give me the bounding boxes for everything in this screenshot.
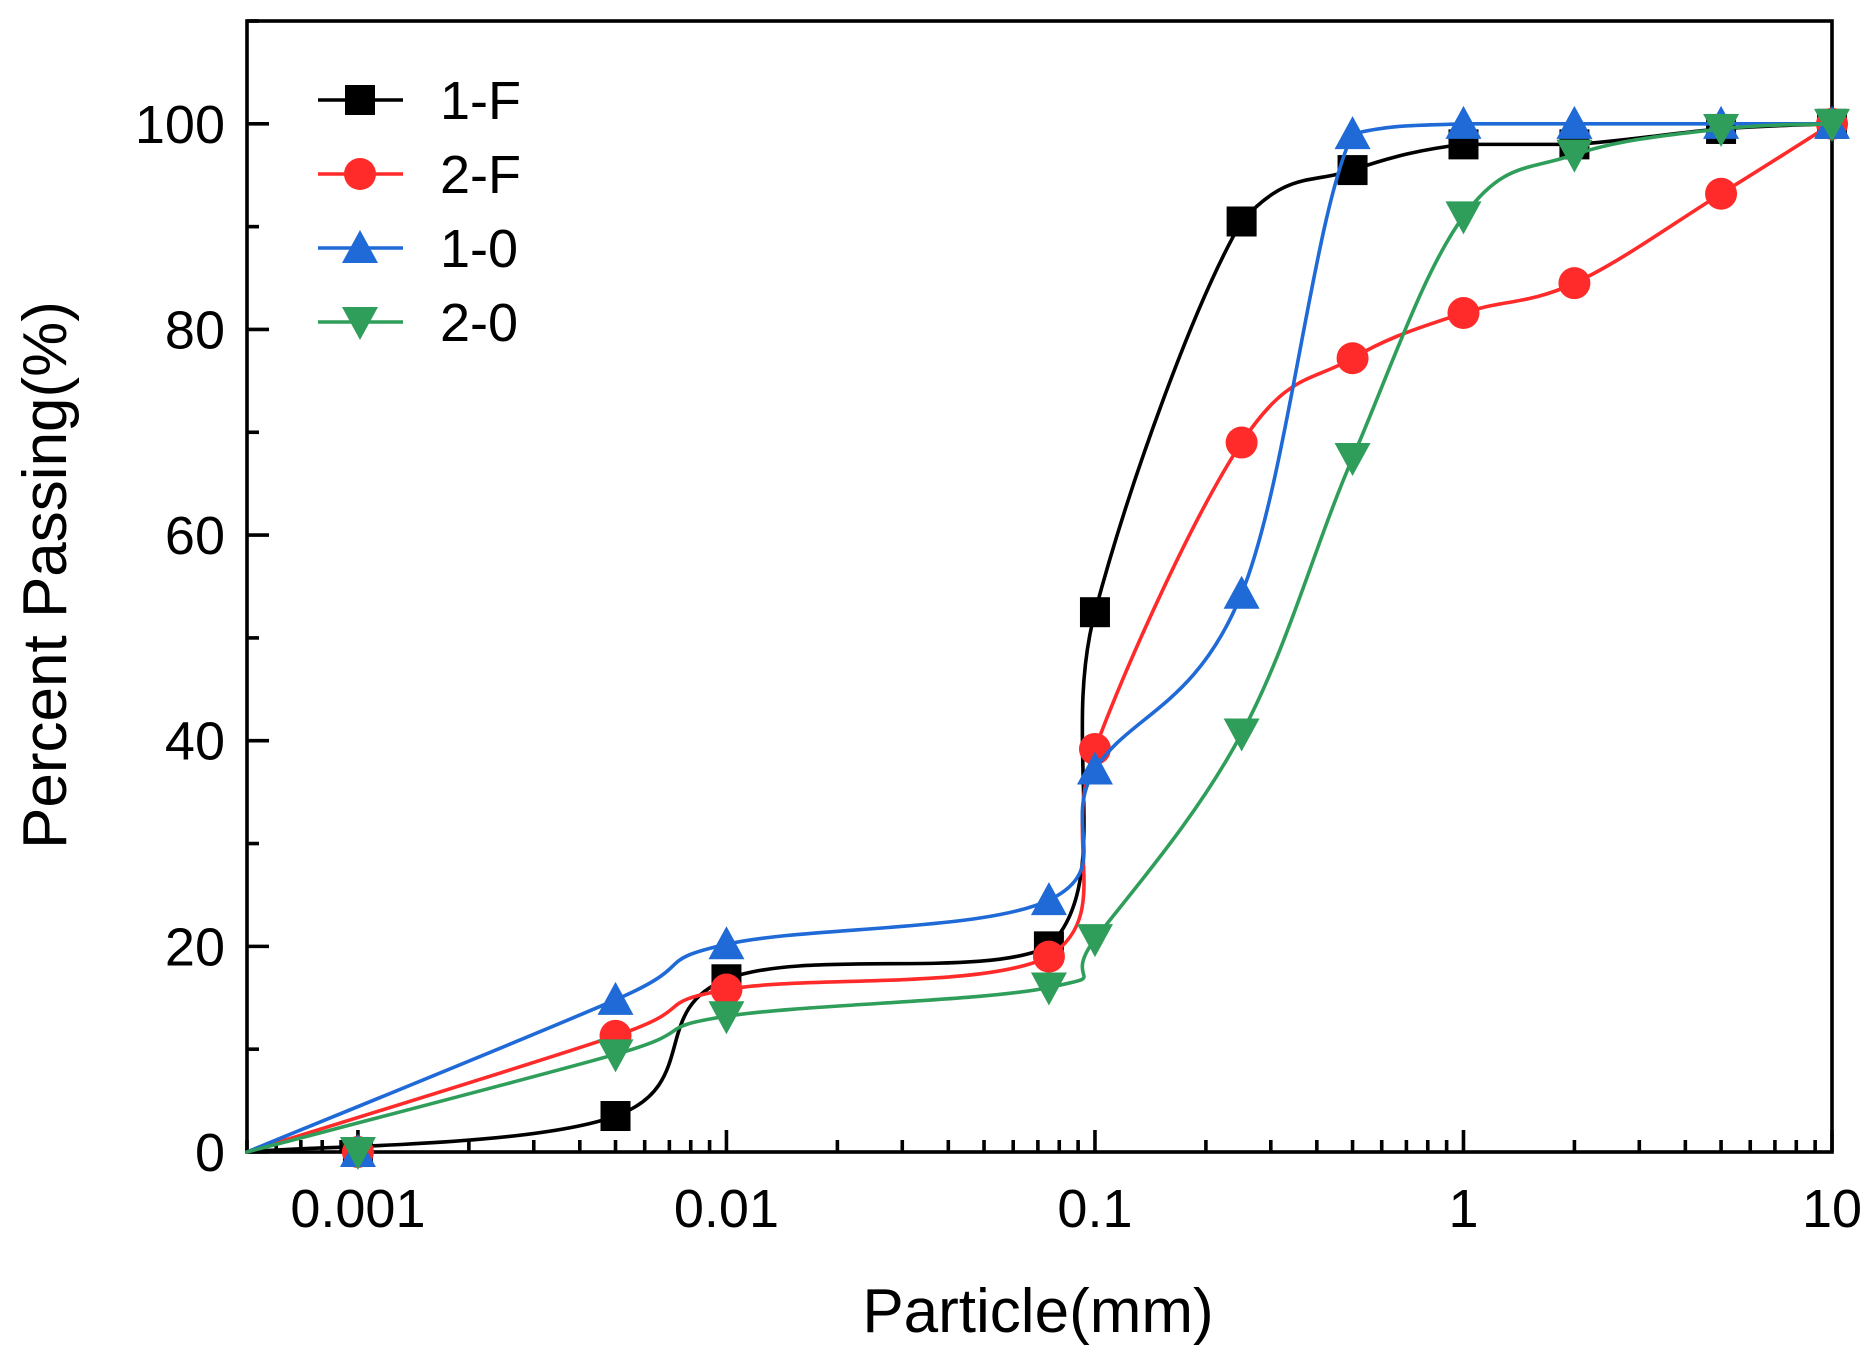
legend-item: 1-F: [318, 71, 521, 131]
y-axis-title: Percent Passing(%): [11, 301, 80, 849]
data-point: [1556, 105, 1593, 139]
data-point: [710, 973, 743, 1006]
data-point: [1705, 177, 1738, 210]
legend-item: 1-0: [318, 219, 518, 279]
data-point: [1032, 940, 1065, 973]
x-tick-label: 0.001: [290, 1179, 425, 1239]
data-point: [1225, 426, 1258, 459]
data-point: [1334, 442, 1371, 476]
x-axis: 0.001 0.01 0.1 1 10: [245, 1130, 1862, 1239]
data-point: [1558, 267, 1591, 300]
x-axis-title: Particle(mm): [862, 1277, 1213, 1346]
y-tick-label: 40: [165, 712, 225, 772]
data-point: [1226, 206, 1257, 237]
data-point: [1556, 139, 1593, 173]
x-tick-label: 0.01: [674, 1179, 779, 1239]
data-point: [1447, 297, 1480, 330]
x-tick-label: 0.1: [1057, 1179, 1132, 1239]
y-tick-label: 20: [165, 917, 225, 977]
legend-marker: [344, 158, 376, 190]
data-point: [708, 1001, 745, 1035]
data-point: [597, 981, 634, 1015]
data-point: [1076, 924, 1113, 958]
data-point: [1223, 718, 1260, 752]
y-tick-label: 60: [165, 506, 225, 566]
legend-marker: [345, 85, 375, 115]
legend-label: 2-0: [440, 293, 518, 353]
legend-marker: [342, 307, 378, 340]
data-point: [600, 1101, 631, 1132]
data-point: [708, 926, 745, 960]
legend-item: 2-F: [318, 145, 521, 205]
y-axis: 0 20 40 60 80 100: [135, 19, 269, 1183]
x-tick-label: 10: [1802, 1179, 1862, 1239]
y-tick-label: 100: [135, 95, 225, 155]
data-point: [1223, 575, 1260, 609]
series-2-0: [245, 108, 1850, 1170]
x-tick-label: 1: [1448, 1179, 1478, 1239]
series-layer: [245, 105, 1850, 1170]
data-point: [339, 1137, 376, 1170]
y-tick-label: 0: [195, 1123, 225, 1183]
data-point: [1445, 105, 1482, 139]
data-point: [1814, 108, 1850, 142]
data-point: [1030, 882, 1067, 916]
legend-item: 2-0: [318, 293, 518, 353]
legend-label: 1-0: [440, 219, 518, 279]
data-point: [1030, 972, 1067, 1006]
legend-marker: [342, 230, 378, 263]
data-point: [597, 1039, 634, 1073]
legend-label: 1-F: [440, 71, 521, 131]
data-point: [1336, 342, 1369, 375]
legend: 1-F 2-F 1-0 2-0: [318, 71, 521, 353]
y-tick-label: 80: [165, 300, 225, 360]
data-point: [1703, 113, 1740, 147]
data-point: [1445, 201, 1482, 235]
data-point: [1334, 116, 1371, 150]
data-point: [1079, 597, 1110, 628]
data-point: [1076, 751, 1113, 785]
legend-label: 2-F: [440, 145, 521, 205]
